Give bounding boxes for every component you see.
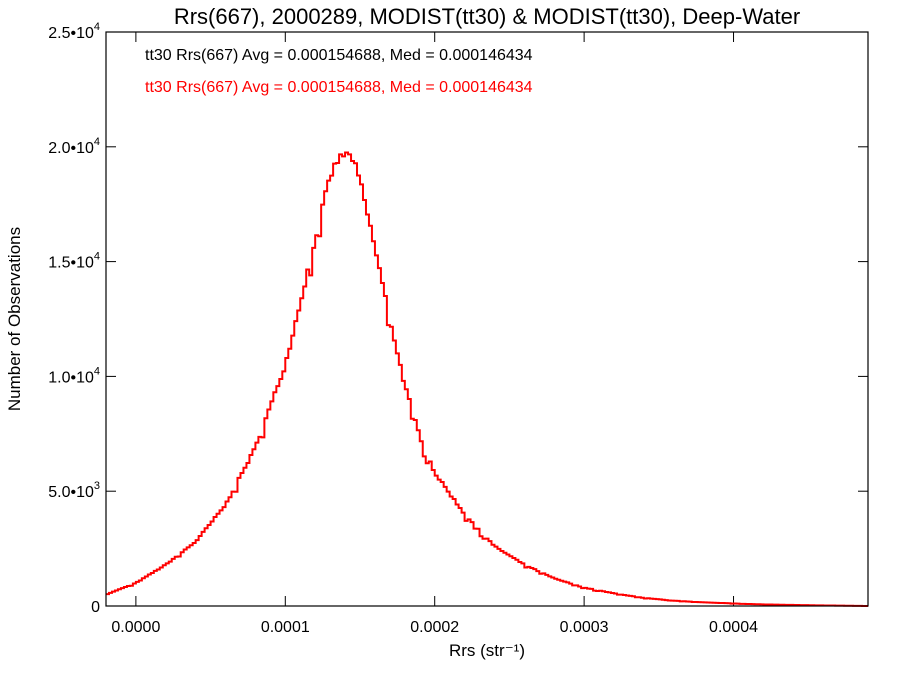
- y-tick-label: 5.0•103: [48, 480, 100, 501]
- y-axis-label: Number of Observations: [5, 227, 24, 411]
- x-tick-label: 0.0001: [261, 619, 310, 636]
- y-tick-exponent: 4: [94, 251, 100, 263]
- y-tick-exponent: 3: [94, 480, 100, 492]
- x-tick-label: 0.0000: [111, 619, 160, 636]
- y-tick-mantissa: 2.0•10: [48, 140, 94, 157]
- y-tick-mantissa: 1.5•10: [48, 255, 94, 272]
- y-tick-exponent: 4: [94, 21, 100, 33]
- y-tick-exponent: 4: [94, 136, 100, 148]
- y-tick-label: 1.5•104: [48, 251, 100, 272]
- y-tick-mantissa: 2.5•10: [48, 25, 94, 42]
- x-axis-label: Rrs (str⁻¹): [449, 641, 525, 660]
- histogram-series-line: [106, 151, 868, 607]
- y-tick-label: 0: [91, 599, 100, 616]
- y-tick-mantissa: 0: [91, 599, 100, 616]
- x-tick-label: 0.0004: [709, 619, 758, 636]
- y-tick-label: 2.0•104: [48, 136, 100, 157]
- legend-entry-red: tt30 Rrs(667) Avg = 0.000154688, Med = 0…: [145, 79, 533, 96]
- y-tick-label: 1.0•104: [48, 365, 100, 386]
- x-tick-label: 0.0003: [560, 619, 609, 636]
- y-tick-exponent: 4: [94, 365, 100, 377]
- plot-frame: [105, 31, 869, 607]
- x-axis-ticks: 0.0000 0.0001 0.0002 0.0003 0.0004: [111, 32, 758, 636]
- chart-title: Rrs(667), 2000289, MODIST(tt30) & MODIST…: [174, 4, 800, 29]
- legend-entry-black: tt30 Rrs(667) Avg = 0.000154688, Med = 0…: [145, 47, 533, 64]
- y-tick-label: 2.5•104: [48, 21, 100, 42]
- y-tick-mantissa: 1.0•10: [48, 369, 94, 386]
- y-tick-mantissa: 5.0•10: [48, 484, 94, 501]
- x-tick-label: 0.0002: [410, 619, 459, 636]
